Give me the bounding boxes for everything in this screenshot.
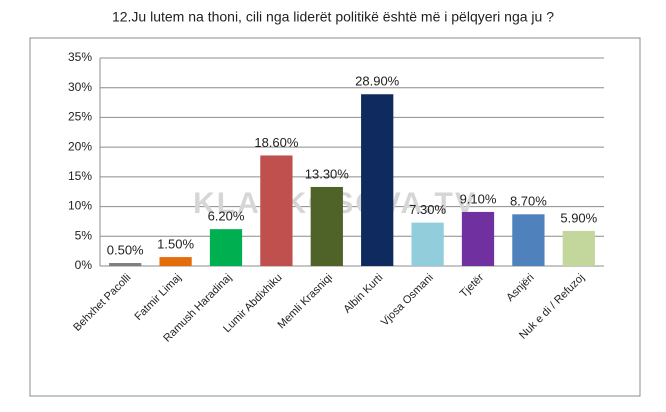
y-tick-label: 10% [68, 199, 92, 213]
x-tick-label: Albin Kurti [341, 272, 385, 316]
value-label: 18.60% [254, 135, 299, 150]
value-label: 0.50% [107, 242, 144, 257]
y-tick-label: 25% [68, 110, 92, 124]
bar [411, 222, 444, 266]
bar [562, 230, 595, 266]
chart-title: 12.Ju lutem na thoni, cili nga liderët p… [112, 9, 554, 25]
y-tick-label: 5% [75, 228, 93, 242]
x-tick-label: Asnjëri [504, 272, 536, 304]
value-label: 1.50% [157, 237, 194, 252]
y-tick-label: 15% [68, 169, 92, 183]
bar [260, 155, 293, 266]
x-tick-label: Vjosa Osmani [379, 272, 436, 329]
value-label: 9.10% [460, 191, 497, 206]
y-tick-label: 0% [75, 258, 93, 272]
bar [461, 211, 495, 266]
y-tick-label: 20% [68, 139, 92, 153]
bar [361, 94, 394, 266]
chart-frame [29, 37, 641, 397]
x-tick-label: Behxhet Pacolli [71, 272, 133, 334]
value-label: 5.90% [560, 210, 597, 225]
x-tick-label: Tjetër [458, 271, 487, 300]
x-tick-label: Fatmir Limaj [133, 272, 184, 323]
value-label: 13.30% [305, 166, 350, 181]
bar [310, 186, 343, 266]
value-label: 6.20% [208, 209, 245, 224]
bar [109, 263, 142, 266]
bar [159, 257, 192, 266]
value-label: 28.90% [355, 74, 400, 89]
x-tick-label: Memli Krasniqi [275, 272, 334, 331]
value-label: 8.70% [510, 194, 547, 209]
bar [209, 229, 243, 266]
bar [512, 214, 545, 266]
y-tick-label: 30% [68, 80, 92, 94]
value-label: 7.30% [409, 202, 446, 217]
y-tick-label: 35% [68, 50, 92, 64]
